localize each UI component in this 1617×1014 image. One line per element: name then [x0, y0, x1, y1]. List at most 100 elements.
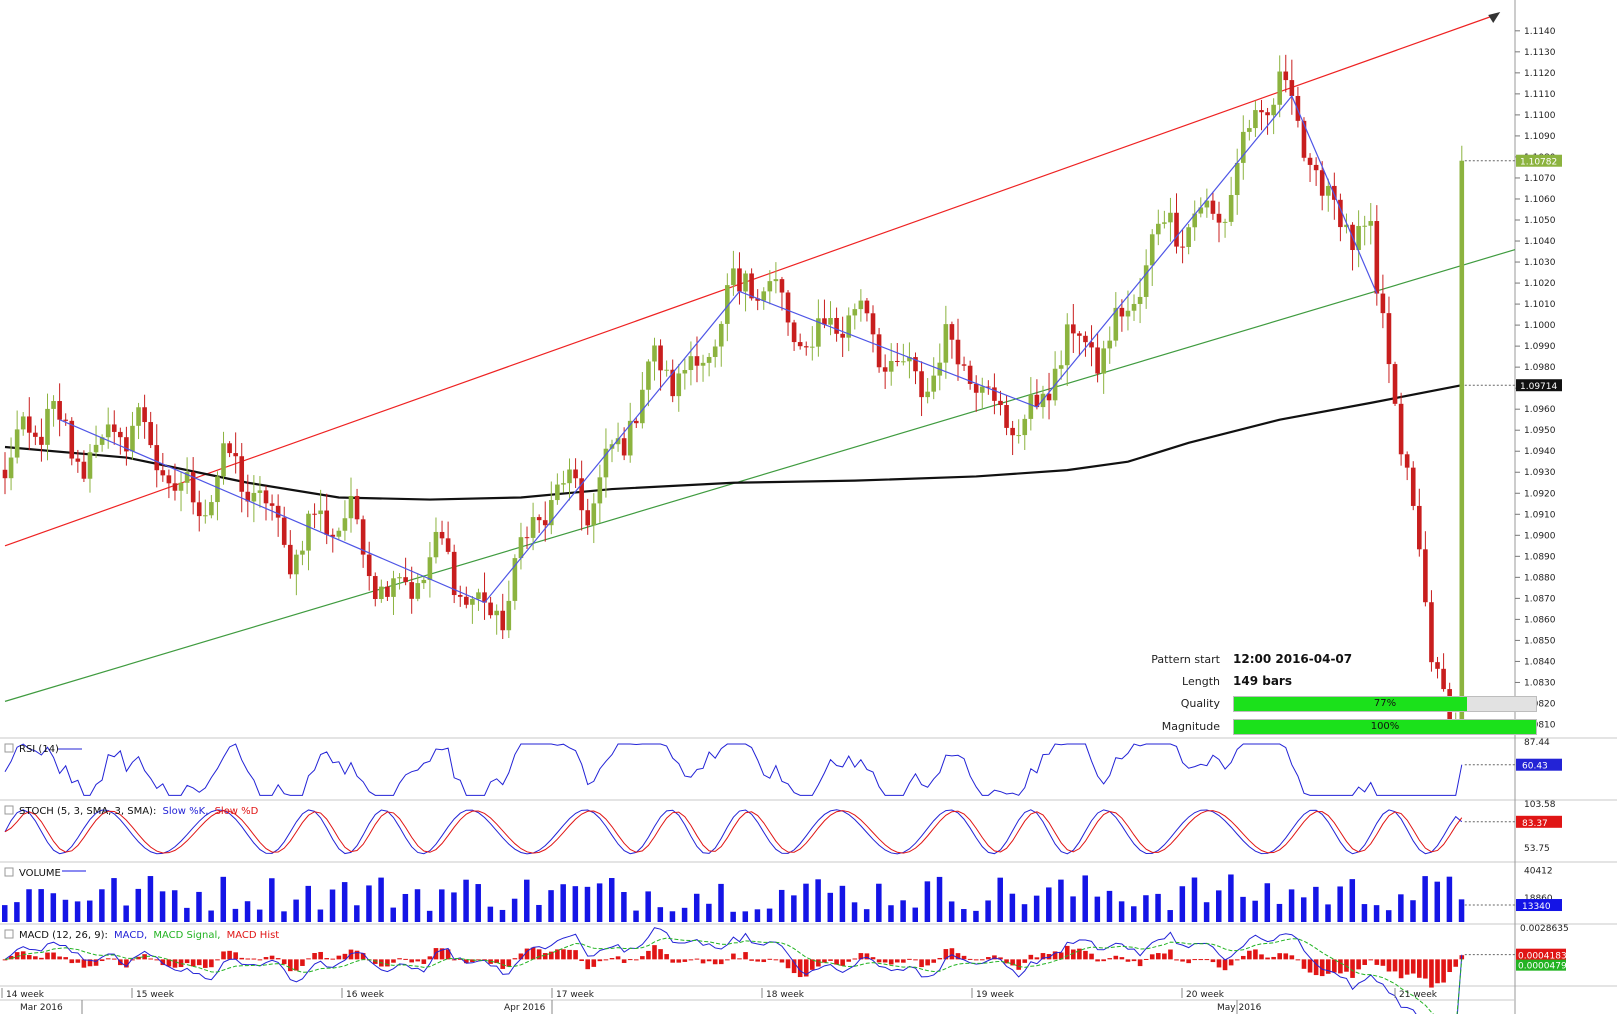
price-tick-label: 1.0980 — [1524, 363, 1556, 373]
pattern-start-value: 12:00 2016-04-07 — [1233, 652, 1353, 666]
macd-hist-bar — [761, 959, 767, 963]
macd-hist-bar — [773, 959, 779, 961]
macd-axis-label: 0.0028635 — [1520, 924, 1569, 934]
volume-bar — [1313, 886, 1319, 922]
candle — [172, 483, 178, 491]
macd-hist-bar — [840, 959, 845, 966]
macd-hist-bar — [943, 949, 949, 960]
volume-bar — [26, 889, 32, 922]
volume-bar — [1398, 894, 1404, 922]
candle — [203, 515, 208, 517]
candle — [348, 495, 354, 519]
macd-hist-bar — [172, 959, 178, 968]
price-tick-label: 1.0850 — [1524, 636, 1556, 646]
volume-bar — [803, 883, 809, 922]
volume-bar — [511, 898, 518, 922]
volume-bar — [426, 910, 433, 922]
candle — [767, 281, 773, 292]
candle — [518, 537, 524, 559]
macd-hist-bar — [439, 948, 445, 960]
macd-hist-bar — [549, 951, 554, 960]
candle — [676, 373, 682, 397]
macd-hist-bar — [75, 959, 81, 963]
candle — [245, 491, 251, 502]
candle — [524, 537, 530, 539]
volume-bar — [997, 877, 1003, 922]
candle — [433, 531, 439, 558]
macd-hist-bar — [561, 949, 566, 960]
candle — [470, 598, 475, 605]
candle — [476, 592, 481, 599]
macd-hist-bar — [215, 959, 220, 961]
macd-hist-bar — [1022, 959, 1028, 963]
macd-hist-bar — [864, 953, 870, 960]
macd-hist-bar — [961, 955, 967, 960]
candle — [1216, 213, 1222, 223]
volume-bar — [1070, 896, 1076, 922]
candle — [105, 424, 111, 438]
candle — [281, 517, 287, 545]
macd-hist-bar — [925, 959, 930, 966]
price-tick-label: 1.0890 — [1524, 552, 1556, 562]
stoch-d-line — [4, 810, 1463, 854]
volume-bar — [1240, 896, 1246, 922]
macd-signal-tag — [1516, 959, 1566, 971]
volume-bar — [414, 889, 421, 922]
macd-hist-bar — [1447, 959, 1452, 973]
candle — [1204, 200, 1210, 208]
candle — [1247, 128, 1252, 132]
price-tick-label: 1.1020 — [1524, 279, 1556, 289]
stoch-tag — [1516, 815, 1562, 828]
volume-bar — [1191, 877, 1198, 922]
candle — [931, 375, 937, 392]
macd-hist-bar — [901, 959, 906, 963]
volume-bar — [1131, 906, 1137, 922]
candle — [1143, 265, 1149, 297]
volume-bar — [269, 878, 275, 922]
volume-bar — [681, 907, 688, 922]
macd-hist-bar — [1125, 959, 1131, 962]
week-label: 18 week — [766, 990, 805, 1000]
macd-hist-bar — [1417, 959, 1422, 978]
macd-hist-bar — [1283, 953, 1289, 960]
macd-hist-bar — [518, 953, 524, 960]
candle — [160, 470, 166, 476]
macd-hist-bar — [1101, 959, 1106, 962]
macd-hist-bar — [937, 957, 943, 960]
volume-bar — [936, 876, 943, 922]
candle — [1010, 427, 1015, 436]
volume-bar — [1422, 876, 1428, 922]
volume-axis-label: 18860 — [1524, 894, 1553, 904]
macd-hist-bar — [585, 959, 591, 970]
volume-bar — [62, 899, 69, 922]
stoch-k-legend: Slow %K, — [163, 806, 209, 817]
macd-hist-bar — [816, 959, 821, 967]
macd-hist-bar — [907, 958, 912, 960]
candle — [33, 432, 38, 437]
candle — [251, 492, 257, 502]
macd-hist-bar — [1404, 959, 1410, 975]
candle — [445, 538, 451, 552]
macd-signal-tag-text: 0.0000479 — [1518, 962, 1567, 972]
candle — [391, 578, 396, 597]
candle — [1417, 505, 1422, 550]
macd-hist-bar — [464, 959, 469, 964]
candle — [1137, 296, 1143, 304]
time-axis: 14 week 15 week 16 week 17 week 18 week 19 we… — [1, 988, 1438, 1014]
price-tick-label: 1.1140 — [1524, 27, 1556, 37]
macd-hist-bar — [1319, 959, 1325, 977]
macd-hist-bar — [1247, 950, 1252, 960]
volume-bar — [1021, 904, 1028, 922]
candle — [670, 369, 675, 397]
candle — [500, 610, 506, 631]
candle — [797, 342, 803, 347]
macd-hist-bar — [354, 950, 360, 960]
volume-bar — [2, 905, 8, 922]
price-tick-label: 1.0880 — [1524, 573, 1556, 583]
candle — [1277, 71, 1282, 105]
macd-hist-bar — [810, 959, 815, 970]
macd-hist-bar — [136, 956, 141, 960]
price-tick-label: 1.0830 — [1524, 678, 1556, 688]
macd-hist-bar — [1186, 959, 1191, 964]
macd-hist-bar — [360, 953, 366, 960]
